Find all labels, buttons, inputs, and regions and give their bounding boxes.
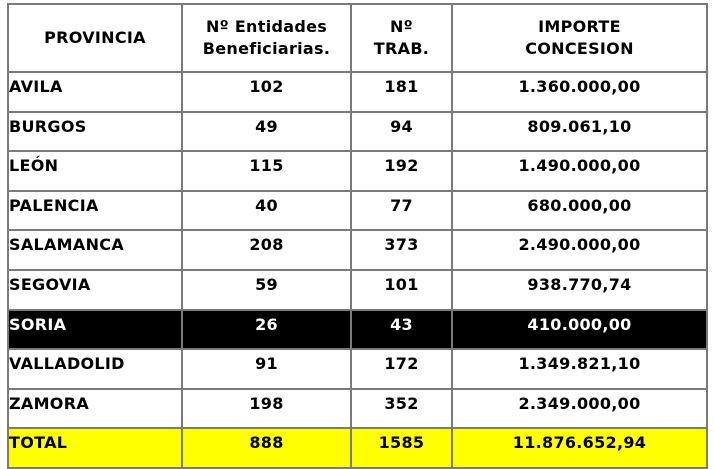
cell-importe: 1.360.000,00 <box>451 71 708 113</box>
cell-trab: 352 <box>350 387 453 430</box>
cell-trab: 373 <box>350 229 453 271</box>
header-entidades: Nº Entidades Beneficiarias. <box>181 3 352 73</box>
cell-trab: 101 <box>350 268 453 311</box>
table-row: PALENCIA 40 77 680.000,00 <box>7 189 708 232</box>
cell-provincia: ZAMORA <box>7 387 183 430</box>
cell-importe: 2.349.000,00 <box>451 387 708 430</box>
cell-entidades: 115 <box>181 150 352 192</box>
table-row: VALLADOLID 91 172 1.349.821,10 <box>7 348 708 390</box>
cell-importe: 809.061,10 <box>451 110 708 153</box>
cell-importe: 1.490.000,00 <box>451 150 708 192</box>
cell-trab: 192 <box>350 150 453 192</box>
table-row: BURGOS 49 94 809.061,10 <box>7 110 708 153</box>
total-entidades: 888 <box>181 427 352 469</box>
cell-provincia: BURGOS <box>7 110 183 153</box>
cell-entidades: 208 <box>181 229 352 271</box>
cell-entidades: 40 <box>181 189 352 232</box>
header-trab: Nº TRAB. <box>350 3 453 73</box>
cell-provincia: AVILA <box>7 71 183 113</box>
total-importe: 11.876.652,94 <box>451 427 708 469</box>
table-row: ZAMORA 198 352 2.349.000,00 <box>7 387 708 430</box>
cell-trab: 43 <box>350 308 453 351</box>
cell-provincia: VALLADOLID <box>7 348 183 390</box>
cell-provincia: SEGOVIA <box>7 268 183 311</box>
total-trab: 1585 <box>350 427 453 469</box>
cell-importe: 2.490.000,00 <box>451 229 708 271</box>
table-row: SALAMANCA 208 373 2.490.000,00 <box>7 229 708 271</box>
total-label: TOTAL <box>7 427 183 469</box>
cell-entidades: 102 <box>181 71 352 113</box>
cell-trab: 77 <box>350 189 453 232</box>
total-row: TOTAL 888 1585 11.876.652,94 <box>7 427 708 469</box>
cell-provincia: PALENCIA <box>7 189 183 232</box>
cell-importe: 680.000,00 <box>451 189 708 232</box>
cell-importe: 410.000,00 <box>451 308 708 351</box>
cell-entidades: 49 <box>181 110 352 153</box>
header-row: PROVINCIA Nº Entidades Beneficiarias. Nº… <box>7 3 708 73</box>
cell-provincia: SALAMANCA <box>7 229 183 271</box>
cell-entidades: 91 <box>181 348 352 390</box>
provincia-grants-table: PROVINCIA Nº Entidades Beneficiarias. Nº… <box>7 3 708 469</box>
cell-provincia: SORIA <box>7 308 183 351</box>
cell-importe: 938.770,74 <box>451 268 708 311</box>
cell-entidades: 59 <box>181 268 352 311</box>
cell-trab: 94 <box>350 110 453 153</box>
cell-importe: 1.349.821,10 <box>451 348 708 390</box>
table-row: LEÓN 115 192 1.490.000,00 <box>7 150 708 192</box>
cell-provincia: LEÓN <box>7 150 183 192</box>
table-row: SEGOVIA 59 101 938.770,74 <box>7 268 708 311</box>
cell-entidades: 26 <box>181 308 352 351</box>
cell-entidades: 198 <box>181 387 352 430</box>
cell-trab: 181 <box>350 71 453 113</box>
cell-trab: 172 <box>350 348 453 390</box>
table-row-highlighted: SORIA 26 43 410.000,00 <box>7 308 708 351</box>
table-row: AVILA 102 181 1.360.000,00 <box>7 71 708 113</box>
header-provincia: PROVINCIA <box>7 3 183 73</box>
header-importe: IMPORTE CONCESION <box>451 3 708 73</box>
